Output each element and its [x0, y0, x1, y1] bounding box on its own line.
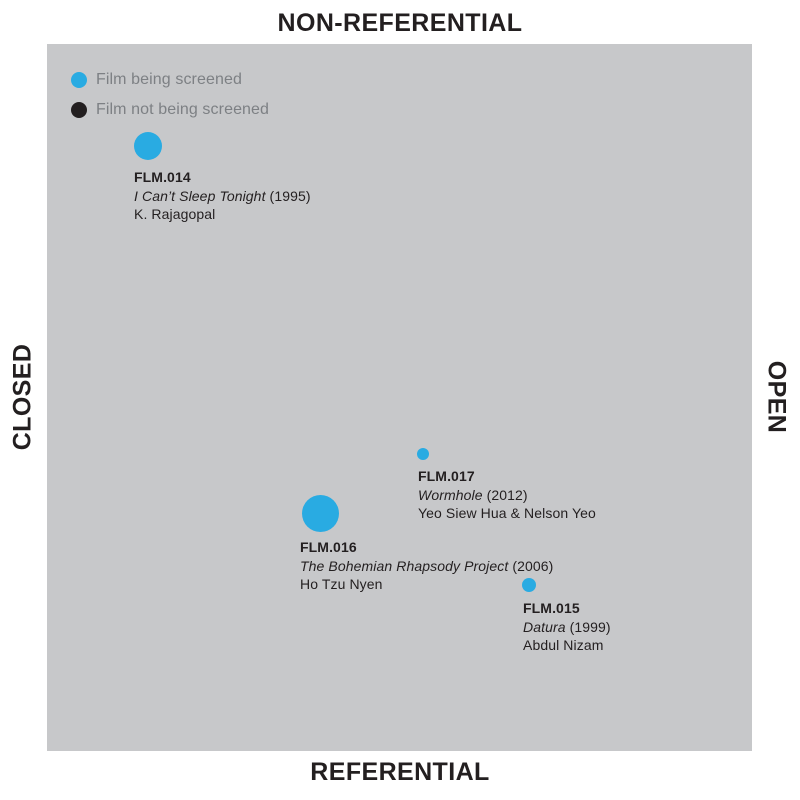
film-dot-flm-016	[301, 494, 339, 532]
film-dot-flm-015	[522, 578, 536, 592]
film-dot-flm-017	[417, 448, 429, 460]
axis-label-bottom: REFERENTIAL	[310, 758, 490, 786]
film-label-flm-017: FLM.017 Wormhole (2012) Yeo Siew Hua & Nel…	[418, 467, 596, 523]
film-director: Yeo Siew Hua & Nelson Yeo	[418, 505, 596, 521]
axis-label-top: NON-REFERENTIAL	[277, 9, 523, 37]
film-label-flm-014: FLM.014 I Can’t Sleep Tonight (1995) K. Ra…	[134, 168, 311, 224]
legend: Film being screened Film not being scree…	[71, 71, 269, 131]
film-id: FLM.015	[523, 600, 580, 616]
legend-item-screened: Film being screened	[71, 71, 269, 89]
plot-area	[47, 44, 752, 751]
film-title-year: The Bohemian Rhapsody Project (2006)	[300, 557, 554, 574]
film-id: FLM.014	[134, 169, 191, 185]
film-title-year: Wormhole (2012)	[418, 486, 528, 503]
film-id: FLM.017	[418, 468, 475, 484]
legend-swatch-not-screened-dot-icon	[71, 102, 87, 118]
film-director: Abdul Nizam	[523, 637, 604, 653]
legend-label-screened: Film being screened	[96, 71, 242, 88]
film-title-year: I Can’t Sleep Tonight (1995)	[134, 187, 311, 204]
legend-swatch-screened-dot-icon	[71, 72, 87, 88]
film-id: FLM.016	[300, 539, 357, 555]
film-director: K. Rajagopal	[134, 206, 216, 222]
film-label-flm-015: FLM.015 Datura (1999) Abdul Nizam	[523, 599, 611, 655]
legend-label-not-screened: Film not being screened	[96, 101, 270, 118]
legend-item-not-screened: Film not being screened	[71, 101, 269, 119]
film-director: Ho Tzu Nyen	[300, 576, 383, 592]
film-title-year: Datura (1999)	[523, 618, 611, 635]
film-dot-flm-014	[134, 132, 162, 160]
film-label-flm-016: FLM.016 The Bohemian Rhapsody Project (20…	[300, 538, 553, 594]
